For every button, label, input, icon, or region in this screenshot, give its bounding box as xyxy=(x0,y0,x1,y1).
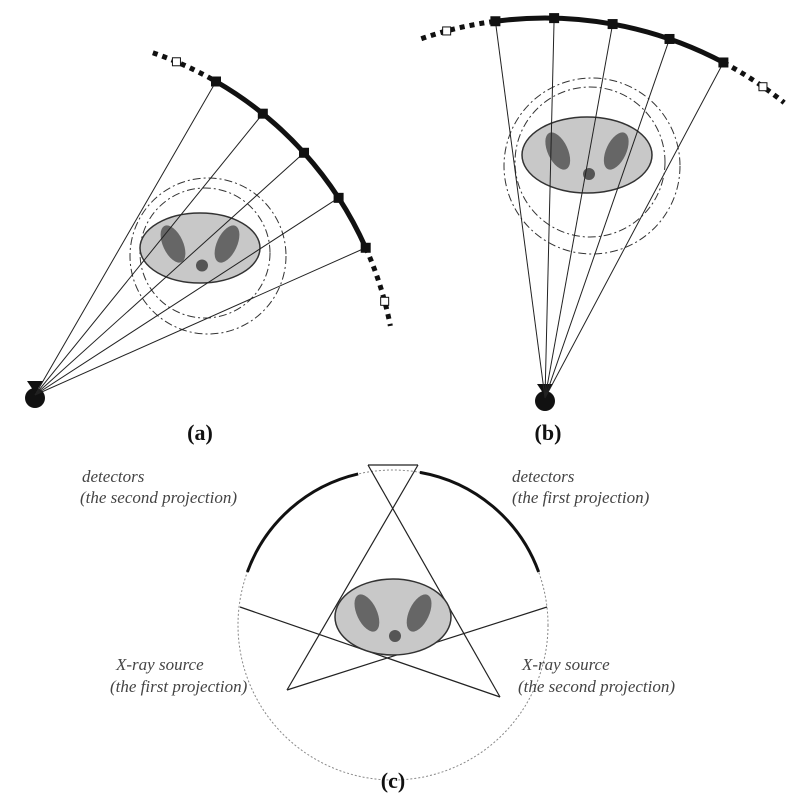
annotation: X-ray source xyxy=(115,655,204,674)
detector-element xyxy=(759,83,767,91)
detector-arc-dashed xyxy=(366,248,391,326)
panel-label: (a) xyxy=(187,420,213,445)
detector-element xyxy=(490,16,500,26)
phantom xyxy=(140,213,260,283)
detector-element xyxy=(381,297,389,305)
annotation: (the second projection) xyxy=(80,488,237,507)
ray xyxy=(495,21,545,398)
ray xyxy=(545,18,554,398)
detector-element xyxy=(608,19,618,29)
detector-element xyxy=(258,109,268,119)
detector-arc xyxy=(247,474,358,572)
detector-element xyxy=(443,27,451,35)
detector-element xyxy=(664,34,674,44)
phantom xyxy=(335,579,451,655)
figure: (a) (b) (c) detectors (the second projec… xyxy=(0,0,786,793)
panel-label: (c) xyxy=(381,768,405,793)
annotation: X-ray source xyxy=(521,655,610,674)
detector-element xyxy=(361,243,371,253)
ray xyxy=(35,153,304,395)
annotation: detectors xyxy=(512,467,575,486)
detector-arc-dashed xyxy=(723,62,784,102)
ray xyxy=(545,39,669,398)
detector-element xyxy=(549,13,559,23)
ray xyxy=(545,24,613,398)
phantom-spot xyxy=(196,260,208,272)
detector-element xyxy=(299,148,309,158)
detector-element xyxy=(172,58,180,66)
panel-label: (b) xyxy=(535,420,562,445)
annotation: detectors xyxy=(82,467,145,486)
phantom-spot xyxy=(389,630,401,642)
detector-element xyxy=(718,57,728,67)
detector-element xyxy=(211,76,221,86)
phantom xyxy=(522,117,652,193)
detector-element xyxy=(334,193,344,203)
annotation: (the first projection) xyxy=(110,677,248,696)
projection-ray xyxy=(287,465,418,690)
annotation: (the second projection) xyxy=(518,677,675,696)
ray xyxy=(545,62,723,398)
detector-arc-dashed xyxy=(153,53,216,82)
annotation: (the first projection) xyxy=(512,488,650,507)
detector-arc-dashed xyxy=(421,21,495,38)
